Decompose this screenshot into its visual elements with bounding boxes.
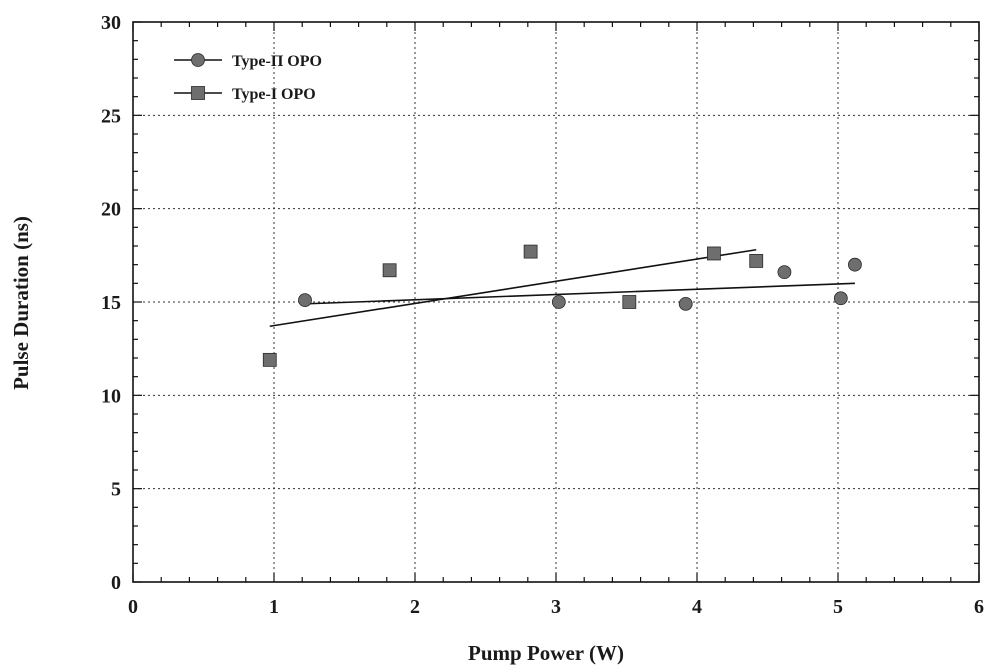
plot-frame: [132, 21, 980, 583]
y-tick-label: 20: [101, 199, 121, 221]
x-tick-label: 2: [410, 596, 420, 618]
fit-lines: [269, 248, 855, 328]
type-ii-data-point: [848, 257, 862, 272]
legend-marker-type-i: [191, 86, 205, 100]
x-tick-label: 1: [269, 596, 279, 618]
y-axis-title: Pulse Duration (ns): [9, 216, 33, 390]
type-i-data-point: [382, 263, 397, 278]
type-ii-fit-line: [304, 282, 855, 305]
legend: Type-Π OPO Type-I OPO: [174, 53, 322, 103]
x-tick-label: 5: [833, 596, 843, 618]
x-axis-title: Pump Power (W): [468, 641, 624, 665]
type-ii-data-point: [551, 295, 566, 309]
y-tick-label: 15: [101, 292, 121, 314]
y-tick-label: 5: [111, 479, 121, 501]
type-i-data-point: [523, 244, 538, 259]
x-tick-label: 4: [692, 596, 702, 618]
type-i-data-point: [622, 295, 637, 309]
type-ii-data-point: [777, 265, 792, 280]
y-tick-label: 25: [101, 105, 121, 127]
type-i-data-point: [749, 254, 764, 268]
legend-label-type-i: Type-I OPO: [232, 86, 316, 103]
type-i-fit-line: [269, 248, 757, 328]
type-i-data-point: [707, 246, 721, 261]
x-tick-label: 6: [974, 596, 984, 618]
type-ii-data-point: [833, 291, 848, 306]
type-ii-data-point: [678, 296, 693, 311]
type-i-data-point: [262, 352, 277, 367]
y-tick-label: 30: [101, 12, 121, 34]
y-tick-label: 0: [111, 572, 121, 594]
type-ii-data-point: [298, 293, 312, 308]
axis-ticks: [132, 21, 980, 583]
legend-label-type-ii: Type-Π OPO: [232, 53, 322, 70]
x-tick-labels: 0 1 2 3 4 5 6: [128, 596, 984, 618]
data-points: [262, 244, 862, 367]
y-tick-label: 10: [101, 385, 121, 407]
x-tick-label: 0: [128, 596, 138, 618]
legend-marker-type-ii: [191, 53, 205, 67]
x-tick-label: 3: [551, 596, 561, 618]
y-tick-labels: 0 5 10 15 20 25 30: [101, 12, 121, 594]
